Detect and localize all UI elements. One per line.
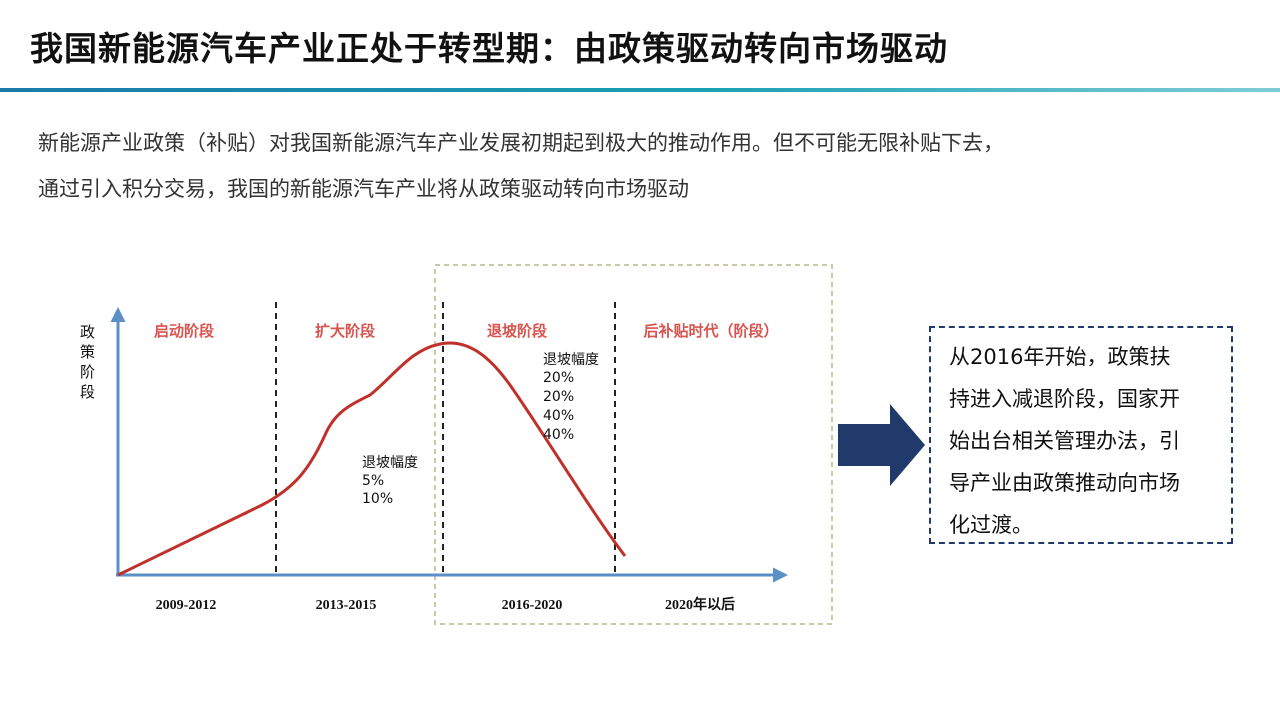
early-decline-title: 退坡幅度 — [362, 455, 418, 471]
period-label-2009-2012: 2009-2012 — [156, 598, 217, 613]
callout-line-1: 从2016年开始，政策扶 — [949, 345, 1171, 369]
callout-box: 从2016年开始，政策扶 持进入减退阶段，国家开 始出台相关管理办法，引 导产业… — [929, 326, 1233, 544]
y-axis-label-char-4: 段 — [80, 383, 95, 401]
phase-label-phaseout: 退坡阶段 — [487, 322, 547, 340]
y-axis-label-char-1: 政 — [80, 323, 95, 341]
callout-line-5: 化过渡。 — [949, 513, 1033, 537]
later-decline-value-3: 40% — [543, 408, 574, 424]
later-decline-value-2: 20% — [543, 389, 574, 405]
period-label-2013-2015: 2013-2015 — [316, 598, 377, 613]
callout-line-4: 导产业由政策推动向市场 — [949, 471, 1180, 495]
intro-line-2: 通过引入积分交易，我国的新能源汽车产业将从政策驱动转向市场驱动 — [38, 177, 689, 201]
callout-line-3: 始出台相关管理办法，引 — [949, 429, 1180, 453]
early-decline-value-2: 10% — [362, 491, 393, 507]
arrow-right-icon — [838, 404, 925, 486]
policy-curve — [117, 341, 627, 577]
later-decline-title: 退坡幅度 — [543, 352, 599, 368]
y-axis-label-char-2: 策 — [80, 343, 95, 361]
phase-label-post-subsidy: 后补贴时代（阶段） — [643, 322, 778, 340]
highlight-box — [434, 264, 833, 625]
intro-paragraph: 新能源产业政策（补贴）对我国新能源汽车产业发展初期起到极大的推动作用。但不可能无… — [38, 120, 1258, 212]
y-axis-label-char-3: 阶 — [80, 363, 95, 381]
title-divider — [0, 88, 1280, 92]
period-label-2016-2020: 2016-2020 — [502, 598, 563, 613]
phase-label-startup: 启动阶段 — [154, 322, 214, 340]
intro-line-1: 新能源产业政策（补贴）对我国新能源汽车产业发展初期起到极大的推动作用。但不可能无… — [38, 131, 1004, 155]
page-title: 我国新能源汽车产业正处于转型期：由政策驱动转向市场驱动 — [30, 29, 948, 68]
later-decline-value-4: 40% — [543, 427, 574, 443]
later-decline-value-1: 20% — [543, 370, 574, 386]
period-label-after-2020: 2020年以后 — [665, 596, 735, 613]
phase-label-expansion: 扩大阶段 — [315, 322, 375, 340]
early-decline-value-1: 5% — [362, 473, 384, 489]
callout-line-2: 持进入减退阶段，国家开 — [949, 387, 1180, 411]
